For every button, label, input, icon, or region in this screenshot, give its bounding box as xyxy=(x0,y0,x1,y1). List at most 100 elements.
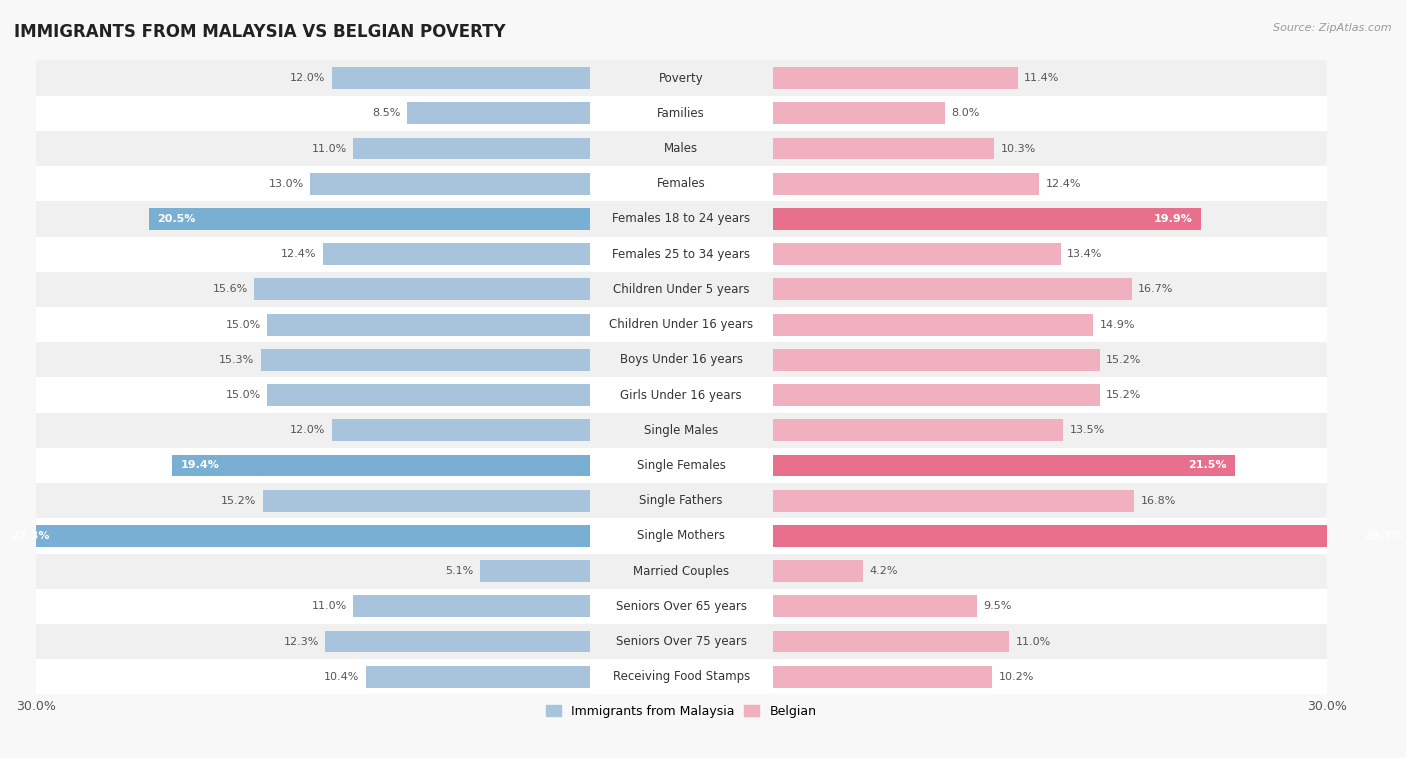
Bar xyxy=(37,624,1326,659)
Text: Married Couples: Married Couples xyxy=(633,565,730,578)
Bar xyxy=(37,483,1326,518)
Bar xyxy=(267,314,589,336)
Bar xyxy=(325,631,589,653)
Bar xyxy=(37,518,1326,553)
Text: 12.3%: 12.3% xyxy=(284,637,319,647)
Text: 15.6%: 15.6% xyxy=(212,284,247,294)
Text: 19.4%: 19.4% xyxy=(181,461,219,471)
Text: Females: Females xyxy=(657,177,706,190)
Text: Males: Males xyxy=(664,142,699,155)
Bar xyxy=(479,560,589,582)
Bar xyxy=(37,307,1326,342)
Text: 8.0%: 8.0% xyxy=(952,108,980,118)
Bar xyxy=(37,659,1326,694)
Text: IMMIGRANTS FROM MALAYSIA VS BELGIAN POVERTY: IMMIGRANTS FROM MALAYSIA VS BELGIAN POVE… xyxy=(14,23,506,41)
Bar xyxy=(332,67,589,89)
Text: Seniors Over 65 years: Seniors Over 65 years xyxy=(616,600,747,613)
Bar xyxy=(773,138,994,159)
Bar xyxy=(149,208,589,230)
Text: 10.4%: 10.4% xyxy=(325,672,360,681)
Bar xyxy=(353,138,589,159)
Text: 12.4%: 12.4% xyxy=(1046,179,1081,189)
Bar xyxy=(267,384,589,406)
Text: 4.2%: 4.2% xyxy=(869,566,898,576)
Text: Girls Under 16 years: Girls Under 16 years xyxy=(620,389,742,402)
Bar xyxy=(37,448,1326,483)
Text: 11.0%: 11.0% xyxy=(312,143,347,154)
Bar xyxy=(773,419,1063,441)
Bar xyxy=(773,102,945,124)
Text: Boys Under 16 years: Boys Under 16 years xyxy=(620,353,742,366)
Text: 5.1%: 5.1% xyxy=(446,566,474,576)
Text: 27.3%: 27.3% xyxy=(11,531,49,541)
Text: Children Under 5 years: Children Under 5 years xyxy=(613,283,749,296)
Text: 21.5%: 21.5% xyxy=(1188,461,1226,471)
Bar xyxy=(37,61,1326,96)
Bar xyxy=(773,666,993,688)
Text: Receiving Food Stamps: Receiving Food Stamps xyxy=(613,670,749,683)
Bar xyxy=(37,202,1326,236)
Text: 15.2%: 15.2% xyxy=(1107,390,1142,400)
Text: 29.7%: 29.7% xyxy=(1364,531,1403,541)
Bar xyxy=(37,236,1326,272)
Text: Single Mothers: Single Mothers xyxy=(637,529,725,543)
Text: 11.0%: 11.0% xyxy=(312,601,347,612)
Text: Families: Families xyxy=(658,107,704,120)
Bar xyxy=(260,349,589,371)
Bar xyxy=(37,166,1326,202)
Bar xyxy=(773,455,1234,477)
Text: 12.4%: 12.4% xyxy=(281,249,316,259)
Bar xyxy=(773,278,1132,300)
Bar xyxy=(773,314,1092,336)
Legend: Immigrants from Malaysia, Belgian: Immigrants from Malaysia, Belgian xyxy=(541,700,821,723)
Text: 20.5%: 20.5% xyxy=(157,214,195,224)
Text: Single Fathers: Single Fathers xyxy=(640,494,723,507)
Text: 15.2%: 15.2% xyxy=(221,496,256,506)
Bar xyxy=(3,525,589,547)
Text: 13.4%: 13.4% xyxy=(1067,249,1102,259)
Bar xyxy=(263,490,589,512)
Bar xyxy=(311,173,589,195)
Text: Single Females: Single Females xyxy=(637,459,725,472)
Text: 11.0%: 11.0% xyxy=(1015,637,1050,647)
Bar xyxy=(773,631,1010,653)
Text: 13.5%: 13.5% xyxy=(1070,425,1105,435)
Bar xyxy=(366,666,589,688)
Bar xyxy=(37,412,1326,448)
Bar xyxy=(773,525,1406,547)
Bar xyxy=(37,589,1326,624)
Bar xyxy=(773,173,1039,195)
Text: Poverty: Poverty xyxy=(659,71,703,85)
Bar xyxy=(332,419,589,441)
Text: 15.3%: 15.3% xyxy=(219,355,254,365)
Text: 13.0%: 13.0% xyxy=(269,179,304,189)
Text: 14.9%: 14.9% xyxy=(1099,320,1135,330)
Bar xyxy=(37,377,1326,412)
Text: 16.7%: 16.7% xyxy=(1139,284,1174,294)
Bar xyxy=(773,243,1062,265)
Text: 11.4%: 11.4% xyxy=(1025,73,1060,83)
Bar xyxy=(37,342,1326,377)
Text: 10.3%: 10.3% xyxy=(1001,143,1036,154)
Text: 10.2%: 10.2% xyxy=(998,672,1033,681)
Bar xyxy=(773,67,1018,89)
Bar xyxy=(254,278,589,300)
Bar xyxy=(773,349,1099,371)
Bar xyxy=(37,96,1326,131)
Bar xyxy=(323,243,589,265)
Text: 16.8%: 16.8% xyxy=(1140,496,1175,506)
Text: 12.0%: 12.0% xyxy=(290,73,325,83)
Bar xyxy=(773,560,863,582)
Text: 8.5%: 8.5% xyxy=(373,108,401,118)
Text: Children Under 16 years: Children Under 16 years xyxy=(609,318,754,331)
Text: 19.9%: 19.9% xyxy=(1153,214,1192,224)
Text: 15.0%: 15.0% xyxy=(225,390,260,400)
Text: 12.0%: 12.0% xyxy=(290,425,325,435)
Bar xyxy=(773,596,977,617)
Text: Source: ZipAtlas.com: Source: ZipAtlas.com xyxy=(1274,23,1392,33)
Text: 9.5%: 9.5% xyxy=(983,601,1012,612)
Bar xyxy=(353,596,589,617)
Bar xyxy=(37,131,1326,166)
Bar xyxy=(773,384,1099,406)
Text: Single Males: Single Males xyxy=(644,424,718,437)
